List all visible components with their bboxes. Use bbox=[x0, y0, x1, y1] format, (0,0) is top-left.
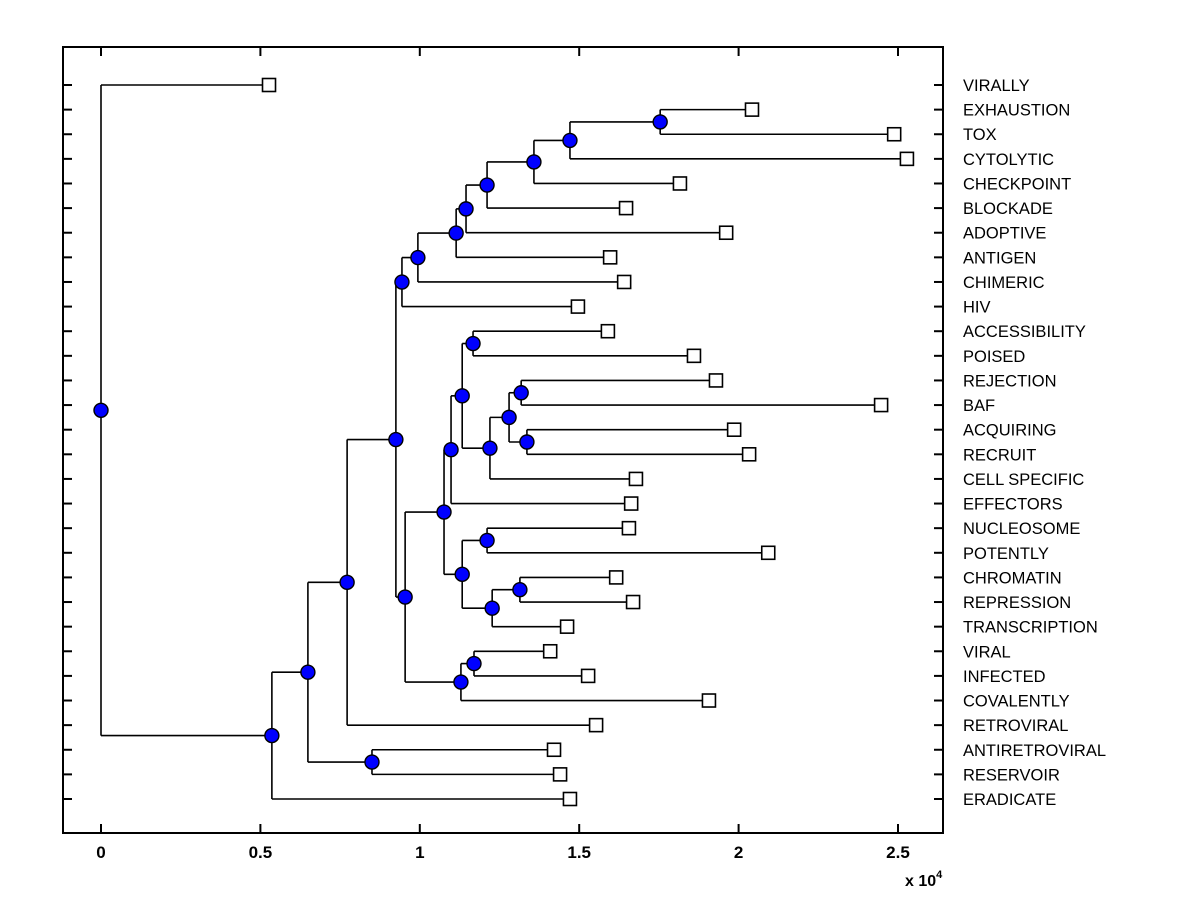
internal-node-marker bbox=[364, 754, 380, 770]
x-axis-multiplier: x 104 bbox=[905, 869, 943, 890]
leaf-label-antiretroviral: ANTIRETROVIRAL bbox=[963, 742, 1106, 760]
leaf-label-checkpoint: CHECKPOINT bbox=[963, 175, 1071, 193]
leaf-marker-hiv bbox=[570, 299, 586, 314]
internal-node-marker bbox=[410, 249, 426, 266]
axes-box bbox=[62, 46, 944, 834]
leaf-marker-antiretroviral bbox=[546, 742, 562, 758]
internal-node-marker bbox=[300, 664, 316, 680]
internal-node-marker bbox=[454, 566, 470, 583]
x-tick-label: 0 bbox=[96, 843, 105, 862]
leaf-marker-chromatin bbox=[608, 570, 624, 585]
internal-node-marker bbox=[519, 434, 535, 450]
leaf-label-acquiring: ACQUIRING bbox=[963, 422, 1057, 440]
leaf-marker-cell-specific bbox=[628, 471, 644, 487]
leaf-label-infected: INFECTED bbox=[963, 668, 1046, 686]
leaf-marker-baf bbox=[873, 397, 889, 413]
internal-node-marker bbox=[479, 177, 495, 193]
x-tick-label: 1.5 bbox=[567, 843, 591, 862]
leaf-label-adoptive: ADOPTIVE bbox=[963, 225, 1046, 243]
leaf-marker-antigen bbox=[602, 250, 618, 265]
leaf-marker-reservoir bbox=[552, 767, 568, 782]
leaf-marker-chimeric bbox=[616, 274, 632, 290]
internal-node-marker bbox=[264, 727, 280, 744]
internal-node-marker bbox=[339, 574, 355, 591]
leaf-label-blockade: BLOCKADE bbox=[963, 200, 1053, 218]
internal-node-marker bbox=[562, 132, 578, 149]
internal-node-marker bbox=[513, 385, 529, 401]
x-tick-label: 2 bbox=[734, 843, 743, 862]
internal-node-marker bbox=[465, 335, 481, 352]
internal-node-marker bbox=[394, 274, 410, 290]
leaf-label-viral: VIRAL bbox=[963, 643, 1011, 661]
internal-node-marker bbox=[454, 388, 470, 404]
leaf-label-repression: REPRESSION bbox=[963, 594, 1071, 612]
leaf-label-cytolytic: CYTOLYTIC bbox=[963, 151, 1054, 169]
internal-node-marker bbox=[484, 600, 500, 616]
leaf-label-reservoir: RESERVOIR bbox=[963, 766, 1060, 784]
internal-node-marker bbox=[479, 532, 495, 549]
internal-node-marker bbox=[458, 201, 474, 217]
internal-node-marker bbox=[443, 441, 459, 458]
leaf-marker-retroviral bbox=[588, 717, 604, 733]
leaf-label-rejection: REJECTION bbox=[963, 372, 1057, 390]
leaf-label-eradicate: ERADICATE bbox=[963, 791, 1056, 809]
leaf-label-chromatin: CHROMATIN bbox=[963, 569, 1062, 587]
leaf-marker-recruit bbox=[741, 447, 757, 462]
leaf-label-poised: POISED bbox=[963, 348, 1025, 366]
leaf-marker-tox bbox=[886, 126, 902, 142]
leaf-label-accessibility: ACCESSIBILITY bbox=[963, 323, 1086, 341]
x-tick-label: 0.5 bbox=[249, 843, 273, 862]
internal-node-marker bbox=[448, 225, 464, 241]
leaf-marker-exhaustion bbox=[744, 102, 760, 117]
leaf-label-virally: VIRALLY bbox=[963, 77, 1030, 95]
leaf-label-covalently: COVALENTLY bbox=[963, 693, 1070, 711]
leaf-label-baf: BAF bbox=[963, 397, 995, 415]
leaf-label-retroviral: RETROVIRAL bbox=[963, 717, 1068, 735]
leaf-label-antigen: ANTIGEN bbox=[963, 249, 1036, 267]
leaf-label-exhaustion: EXHAUSTION bbox=[963, 102, 1070, 120]
leaf-marker-covalently bbox=[701, 693, 717, 708]
leaf-label-cell-specific: CELL SPECIFIC bbox=[963, 471, 1084, 489]
leaf-label-chimeric: CHIMERIC bbox=[963, 274, 1045, 292]
leaf-label-recruit: RECRUIT bbox=[963, 446, 1036, 464]
internal-node-marker bbox=[466, 655, 482, 672]
leaf-marker-cytolytic bbox=[899, 151, 915, 167]
leaf-marker-eradicate bbox=[562, 791, 578, 807]
leaf-marker-infected bbox=[580, 668, 596, 684]
internal-node-marker bbox=[397, 589, 413, 605]
leaf-marker-accessibility bbox=[600, 323, 616, 339]
internal-node-marker bbox=[526, 154, 542, 170]
leaf-marker-adoptive bbox=[718, 225, 734, 241]
leaf-marker-virally bbox=[261, 77, 277, 93]
leaf-marker-potently bbox=[760, 545, 776, 561]
internal-node-marker bbox=[482, 440, 498, 456]
leaf-marker-repression bbox=[625, 594, 641, 610]
leaf-marker-viral bbox=[542, 643, 558, 659]
leaf-marker-checkpoint bbox=[672, 176, 688, 191]
leaf-marker-nucleosome bbox=[621, 520, 637, 536]
leaf-marker-acquiring bbox=[726, 422, 742, 437]
x-tick-label: 1 bbox=[415, 843, 424, 862]
internal-node-marker bbox=[436, 504, 452, 520]
leaf-marker-rejection bbox=[708, 373, 724, 388]
leaf-marker-poised bbox=[686, 348, 702, 364]
internal-node-marker bbox=[512, 582, 528, 598]
leaf-label-effectors: EFFECTORS bbox=[963, 496, 1063, 514]
leaf-marker-effectors bbox=[623, 496, 639, 511]
leaf-marker-transcription bbox=[559, 619, 575, 634]
internal-node-marker bbox=[453, 674, 469, 690]
leaf-label-hiv: HIV bbox=[963, 299, 991, 317]
leaf-label-nucleosome: NUCLEOSOME bbox=[963, 520, 1080, 538]
x-tick-label: 2.5 bbox=[886, 843, 910, 862]
internal-node-marker bbox=[388, 431, 404, 448]
internal-node-marker bbox=[93, 402, 109, 419]
leaf-marker-blockade bbox=[618, 200, 634, 216]
internal-node-marker bbox=[501, 409, 517, 426]
leaf-label-tox: TOX bbox=[963, 126, 997, 144]
leaf-label-transcription: TRANSCRIPTION bbox=[963, 619, 1098, 637]
internal-node-marker bbox=[652, 114, 668, 130]
leaf-label-potently: POTENTLY bbox=[963, 545, 1049, 563]
